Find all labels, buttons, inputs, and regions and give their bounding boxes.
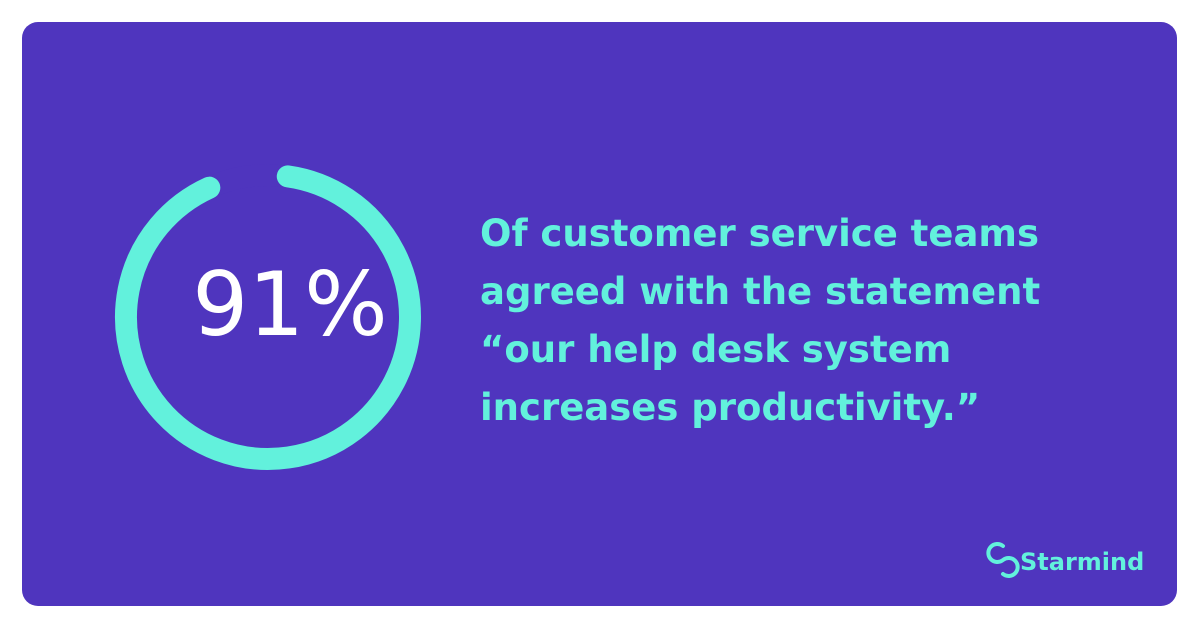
brand-name: Starmind [1020,548,1144,576]
statement-line: “our help desk system [480,328,951,371]
stat-label: 91% [192,253,388,356]
statement-line: increases productivity.” [480,386,980,429]
statement-line: Of customer service teams [480,212,1039,255]
progress-ring [115,165,421,470]
statement-line: agreed with the statement [480,270,1040,313]
brand-logo [986,542,1020,578]
